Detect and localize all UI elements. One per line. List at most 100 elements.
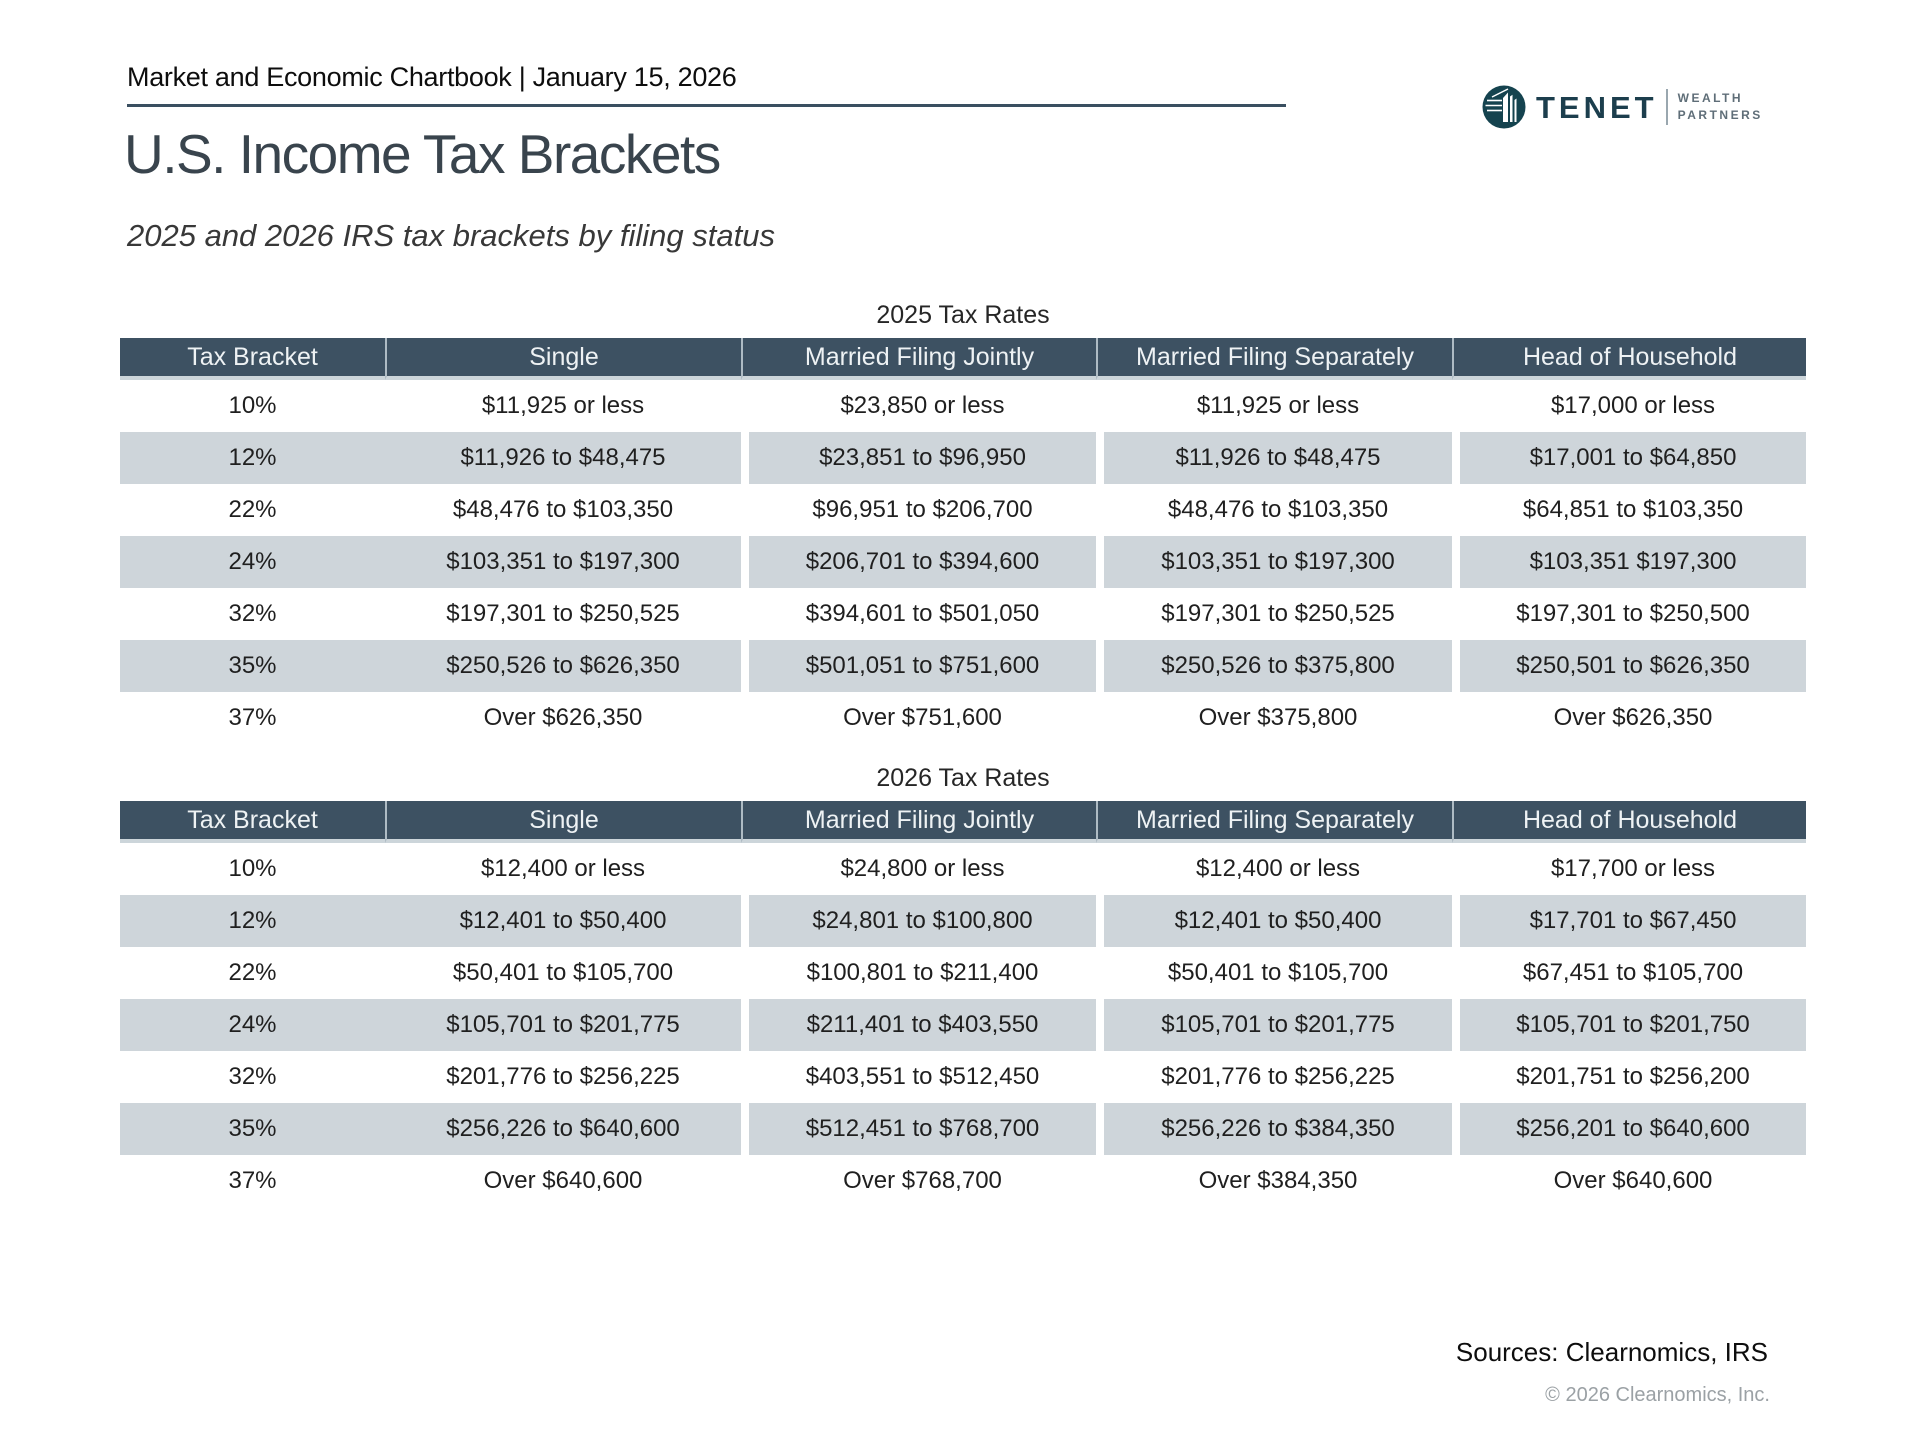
tax-bracket-cell: 24%: [120, 536, 385, 588]
table-row: 35% $250,526 to $626,350 $501,051 to $751,…: [120, 640, 1806, 692]
income-range-cell: $256,226 to $384,350: [1096, 1103, 1452, 1155]
column-header-married-filing-separately: Married Filing Separately: [1096, 338, 1452, 380]
table-row: 24% $103,351 to $197,300 $206,701 to $394,…: [120, 536, 1806, 588]
table-row: 32% $197,301 to $250,525 $394,601 to $501,…: [120, 588, 1806, 640]
income-range-cell: $197,301 to $250,500: [1452, 588, 1806, 640]
header-rule: [127, 104, 1286, 107]
tax-bracket-cell: 10%: [120, 380, 385, 432]
income-range-cell: $48,476 to $103,350: [385, 484, 741, 536]
tax-bracket-cell: 32%: [120, 1051, 385, 1103]
table-section-2025: 2025 Tax Rates Tax Bracket Single Married …: [120, 300, 1806, 744]
income-range-cell: $201,776 to $256,225: [385, 1051, 741, 1103]
tax-bracket-cell: 37%: [120, 692, 385, 744]
logo-divider: [1665, 89, 1668, 125]
income-range-cell: Over $751,600: [741, 692, 1096, 744]
income-range-cell: Over $626,350: [385, 692, 741, 744]
chartbook-header: Market and Economic Chartbook | January …: [127, 62, 737, 92]
income-range-cell: $96,951 to $206,700: [741, 484, 1096, 536]
table-row: 35% $256,226 to $640,600 $512,451 to $768,…: [120, 1103, 1806, 1155]
page-subtitle: 2025 and 2026 IRS tax brackets by filing…: [127, 218, 775, 253]
income-range-cell: $50,401 to $105,700: [385, 947, 741, 999]
column-header-head-of-household: Head of Household: [1452, 338, 1806, 380]
income-range-cell: $501,051 to $751,600: [741, 640, 1096, 692]
tax-bracket-cell: 24%: [120, 999, 385, 1051]
column-header-married-filing-separately: Married Filing Separately: [1096, 801, 1452, 843]
tax-bracket-cell: 12%: [120, 432, 385, 484]
income-range-cell: $17,701 to $67,450: [1452, 895, 1806, 947]
income-range-cell: $197,301 to $250,525: [1096, 588, 1452, 640]
income-range-cell: $105,701 to $201,775: [1096, 999, 1452, 1051]
table-row: 10% $11,925 or less $23,850 or less $11,925…: [120, 380, 1806, 432]
tax-table-2025: Tax Bracket Single Married Filing Jointly M…: [120, 338, 1806, 744]
income-range-cell: $64,851 to $103,350: [1452, 484, 1806, 536]
income-range-cell: Over $384,350: [1096, 1155, 1452, 1207]
income-range-cell: $24,800 or less: [741, 843, 1096, 895]
tax-bracket-cell: 12%: [120, 895, 385, 947]
tenet-logo: TENET WEALTH PARTNERS: [1482, 84, 1763, 130]
income-range-cell: $201,776 to $256,225: [1096, 1051, 1452, 1103]
tax-table-2026: Tax Bracket Single Married Filing Jointly M…: [120, 801, 1806, 1207]
table-row: 10% $12,400 or less $24,800 or less $12,400…: [120, 843, 1806, 895]
column-header-single: Single: [385, 801, 741, 843]
income-range-cell: $403,551 to $512,450: [741, 1051, 1096, 1103]
logo-suffix-line1: WEALTH: [1677, 90, 1744, 105]
column-header-head-of-household: Head of Household: [1452, 801, 1806, 843]
income-range-cell: $105,701 to $201,775: [385, 999, 741, 1051]
income-range-cell: $50,401 to $105,700: [1096, 947, 1452, 999]
income-range-cell: $11,925 or less: [385, 380, 741, 432]
income-range-cell: $12,400 or less: [1096, 843, 1452, 895]
table-row: 37% Over $626,350 Over $751,600 Over $375,8…: [120, 692, 1806, 744]
table-row: 12% $12,401 to $50,400 $24,801 to $100,800…: [120, 895, 1806, 947]
tax-bracket-cell: 37%: [120, 1155, 385, 1207]
table-row: 32% $201,776 to $256,225 $403,551 to $512,…: [120, 1051, 1806, 1103]
income-range-cell: $103,351 to $197,300: [1096, 536, 1452, 588]
income-range-cell: $17,001 to $64,850: [1452, 432, 1806, 484]
income-range-cell: $11,926 to $48,475: [385, 432, 741, 484]
table-header-row: Tax Bracket Single Married Filing Jointly M…: [120, 801, 1806, 843]
income-range-cell: $12,400 or less: [385, 843, 741, 895]
tax-bracket-cell: 22%: [120, 484, 385, 536]
income-range-cell: $67,451 to $105,700: [1452, 947, 1806, 999]
income-range-cell: $103,351 $197,300: [1452, 536, 1806, 588]
income-range-cell: $394,601 to $501,050: [741, 588, 1096, 640]
table-row: 12% $11,926 to $48,475 $23,851 to $96,950 $…: [120, 432, 1806, 484]
income-range-cell: $250,526 to $626,350: [385, 640, 741, 692]
table-row: 22% $50,401 to $105,700 $100,801 to $211,4…: [120, 947, 1806, 999]
tax-bracket-cell: 10%: [120, 843, 385, 895]
income-range-cell: $23,850 or less: [741, 380, 1096, 432]
income-range-cell: Over $375,800: [1096, 692, 1452, 744]
section-title-2026: 2026 Tax Rates: [876, 764, 1050, 792]
income-range-cell: Over $640,600: [1452, 1155, 1806, 1207]
income-range-cell: $512,451 to $768,700: [741, 1103, 1096, 1155]
table-row: 22% $48,476 to $103,350 $96,951 to $206,70…: [120, 484, 1806, 536]
income-range-cell: $17,000 or less: [1452, 380, 1806, 432]
income-range-cell: $250,501 to $626,350: [1452, 640, 1806, 692]
column-header-tax-bracket: Tax Bracket: [120, 338, 385, 380]
income-range-cell: $256,201 to $640,600: [1452, 1103, 1806, 1155]
column-header-married-filing-jointly: Married Filing Jointly: [741, 801, 1096, 843]
income-range-cell: $211,401 to $403,550: [741, 999, 1096, 1051]
income-range-cell: $100,801 to $211,400: [741, 947, 1096, 999]
income-range-cell: $201,751 to $256,200: [1452, 1051, 1806, 1103]
income-range-cell: Over $626,350: [1452, 692, 1806, 744]
table-header-row: Tax Bracket Single Married Filing Jointly M…: [120, 338, 1806, 380]
section-title-2025: 2025 Tax Rates: [876, 301, 1050, 329]
income-range-cell: $12,401 to $50,400: [1096, 895, 1452, 947]
income-range-cell: Over $768,700: [741, 1155, 1096, 1207]
column-header-single: Single: [385, 338, 741, 380]
income-range-cell: $48,476 to $103,350: [1096, 484, 1452, 536]
table-row: 24% $105,701 to $201,775 $211,401 to $403,…: [120, 999, 1806, 1051]
income-range-cell: $11,925 or less: [1096, 380, 1452, 432]
tenet-logo-wordmark: TENET: [1536, 89, 1658, 125]
tenet-logo-icon: [1482, 85, 1526, 129]
logo-suffix: WEALTH PARTNERS: [1678, 90, 1763, 125]
income-range-cell: $256,226 to $640,600: [385, 1103, 741, 1155]
tax-bracket-cell: 32%: [120, 588, 385, 640]
income-range-cell: $206,701 to $394,600: [741, 536, 1096, 588]
income-range-cell: $105,701 to $201,750: [1452, 999, 1806, 1051]
income-range-cell: $12,401 to $50,400: [385, 895, 741, 947]
tax-bracket-cell: 35%: [120, 640, 385, 692]
income-range-cell: $23,851 to $96,950: [741, 432, 1096, 484]
table-section-2026: 2026 Tax Rates Tax Bracket Single Married …: [120, 763, 1806, 1207]
income-range-cell: $103,351 to $197,300: [385, 536, 741, 588]
